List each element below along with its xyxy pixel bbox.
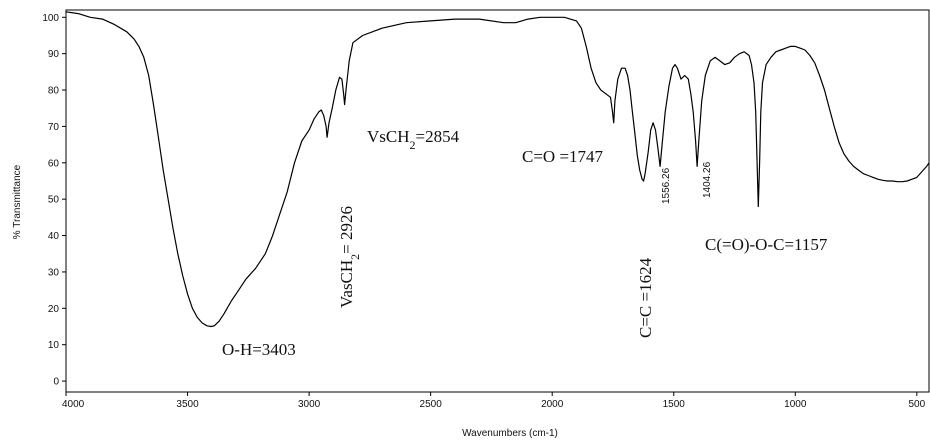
y-tick-label: 50 (48, 195, 60, 206)
x-tick-label: 3000 (298, 399, 321, 410)
annotation-c-o-o-c: C(=O)-O-C=1157 (705, 235, 828, 254)
y-axis-ticks: 0 10 20 30 40 50 60 70 80 90 100 (42, 13, 66, 388)
annotation-vas-ch2: VasCH2= 2926 (337, 206, 362, 308)
annotation-oh: O-H=3403 (222, 340, 296, 359)
x-tick-label: 2000 (541, 399, 564, 410)
annotation-c-c: C=C =1624 (636, 257, 655, 338)
x-tick-label: 2500 (420, 399, 443, 410)
y-tick-label: 30 (48, 267, 60, 278)
x-tick-label: 4000 (62, 399, 85, 410)
y-axis-title: % Transmittance (12, 164, 23, 239)
x-tick-label: 1500 (663, 399, 686, 410)
y-tick-label: 40 (48, 231, 60, 242)
y-tick-label: 90 (48, 49, 60, 60)
x-tick-label: 1000 (784, 399, 807, 410)
annotation-vs-ch2: VsCH2=2854 (367, 127, 460, 152)
y-tick-label: 100 (42, 13, 59, 24)
y-tick-label: 70 (48, 122, 60, 133)
x-axis-title: Wavenumbers (cm-1) (462, 428, 558, 439)
x-axis-ticks: 4000 3500 3000 2500 2000 1500 1000 500 (62, 392, 926, 410)
y-tick-label: 60 (48, 158, 60, 169)
x-tick-label: 3500 (176, 399, 199, 410)
x-tick-label: 500 (909, 399, 926, 410)
annotation-peak-1404: 1404.26 (702, 161, 713, 198)
series-layer (65, 11, 930, 328)
annotation-c-o: C=O =1747 (522, 147, 604, 166)
annotation-peak-1556: 1556.26 (661, 167, 672, 204)
spectrum-line (65, 11, 930, 328)
y-tick-label: 0 (53, 377, 59, 388)
y-tick-label: 80 (48, 86, 60, 97)
y-tick-label: 20 (48, 304, 60, 315)
plot-frame (65, 9, 930, 393)
y-tick-label: 10 (48, 340, 60, 351)
